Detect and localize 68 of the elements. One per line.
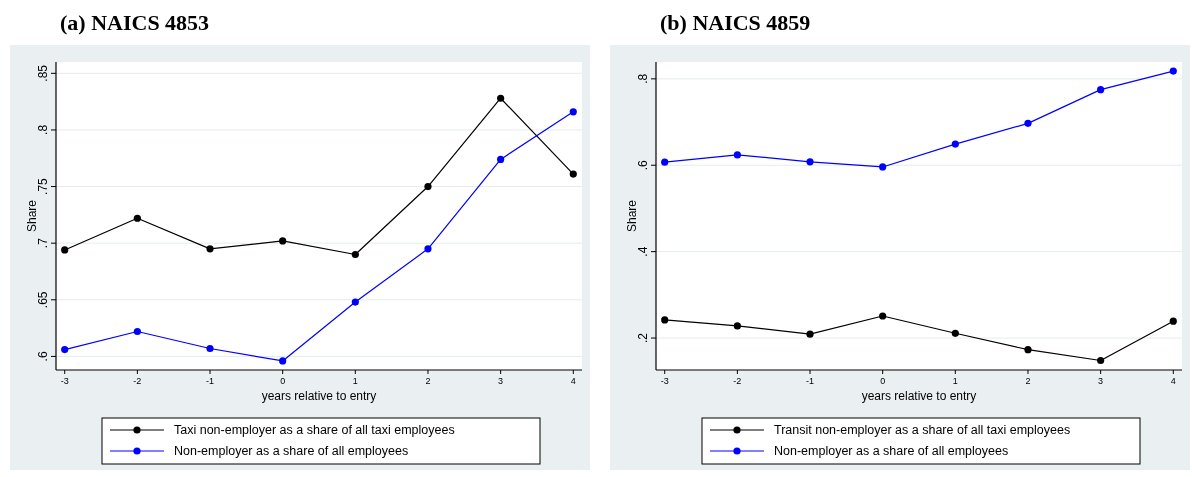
x-tick-label: 3 <box>498 376 504 386</box>
point <box>206 245 214 253</box>
y-tick-label: .6 <box>636 159 650 171</box>
x-tick-label: 2 <box>425 376 431 386</box>
point <box>206 344 214 353</box>
chart-title: (a) NAICS 4853 <box>60 10 210 35</box>
point <box>1024 346 1032 354</box>
legend-label: Taxi non-employer as a share of all taxi employees <box>174 423 455 437</box>
x-tick-label: -2 <box>133 376 142 386</box>
point <box>1169 67 1177 75</box>
point <box>806 330 814 338</box>
x-tick-label: 1 <box>952 376 958 386</box>
x-tick-label: 0 <box>880 376 886 386</box>
point <box>497 94 505 102</box>
point <box>279 237 287 245</box>
y-tick-label: .65 <box>36 291 50 309</box>
y-tick-label: .4 <box>636 246 650 257</box>
point <box>1097 86 1105 94</box>
y-tick-label: .8 <box>36 124 50 135</box>
point <box>661 316 669 324</box>
point <box>951 140 959 148</box>
point <box>1169 317 1177 325</box>
point <box>424 182 432 191</box>
point <box>733 322 741 330</box>
x-tick-label: 0 <box>280 376 286 386</box>
x-tick-label: 3 <box>1098 376 1104 386</box>
x-axis-title: years relative to entry <box>261 389 377 403</box>
point <box>879 312 887 320</box>
chart-title: (b) NAICS 4859 <box>660 10 811 35</box>
y-tick-label: .8 <box>636 73 650 84</box>
x-tick-label: 4 <box>570 376 576 386</box>
point <box>569 108 577 116</box>
point <box>133 214 141 222</box>
y-axis-title: Share <box>625 199 639 233</box>
y-tick-label: .7 <box>36 237 50 249</box>
point <box>1097 356 1105 365</box>
point <box>879 163 887 171</box>
x-tick-label: -1 <box>806 376 815 386</box>
x-axis-title: years relative to entry <box>861 389 977 403</box>
point <box>661 158 669 166</box>
x-tick-label: 2 <box>1025 376 1031 386</box>
x-tick-label: -1 <box>206 376 215 386</box>
x-tick-label: -2 <box>733 376 742 386</box>
y-tick-label: .6 <box>36 351 50 362</box>
point <box>951 329 959 337</box>
x-tick-label: -3 <box>60 376 69 386</box>
legend-label: Non-employer as a share of all employees <box>774 444 1009 458</box>
y-axis-title: Share <box>25 199 39 233</box>
point <box>569 170 577 178</box>
x-tick-label: 1 <box>352 376 358 386</box>
point <box>351 298 359 306</box>
point <box>497 155 505 163</box>
point <box>424 245 432 253</box>
point <box>806 158 814 166</box>
point <box>351 250 359 259</box>
legend-label: Transit non-employer as a share of all taxi employees <box>774 423 1071 437</box>
y-tick-label: .2 <box>636 332 650 344</box>
y-tick-label: .85 <box>36 64 50 82</box>
x-tick-label: 4 <box>1170 376 1176 386</box>
point <box>1024 119 1032 127</box>
point <box>733 151 741 159</box>
y-tick-label: .75 <box>36 177 50 195</box>
point <box>133 327 141 336</box>
x-tick-label: -3 <box>660 376 669 386</box>
point <box>279 357 287 365</box>
point <box>61 246 69 254</box>
legend-label: Non-employer as a share of all employees <box>174 444 409 458</box>
point <box>61 346 69 354</box>
